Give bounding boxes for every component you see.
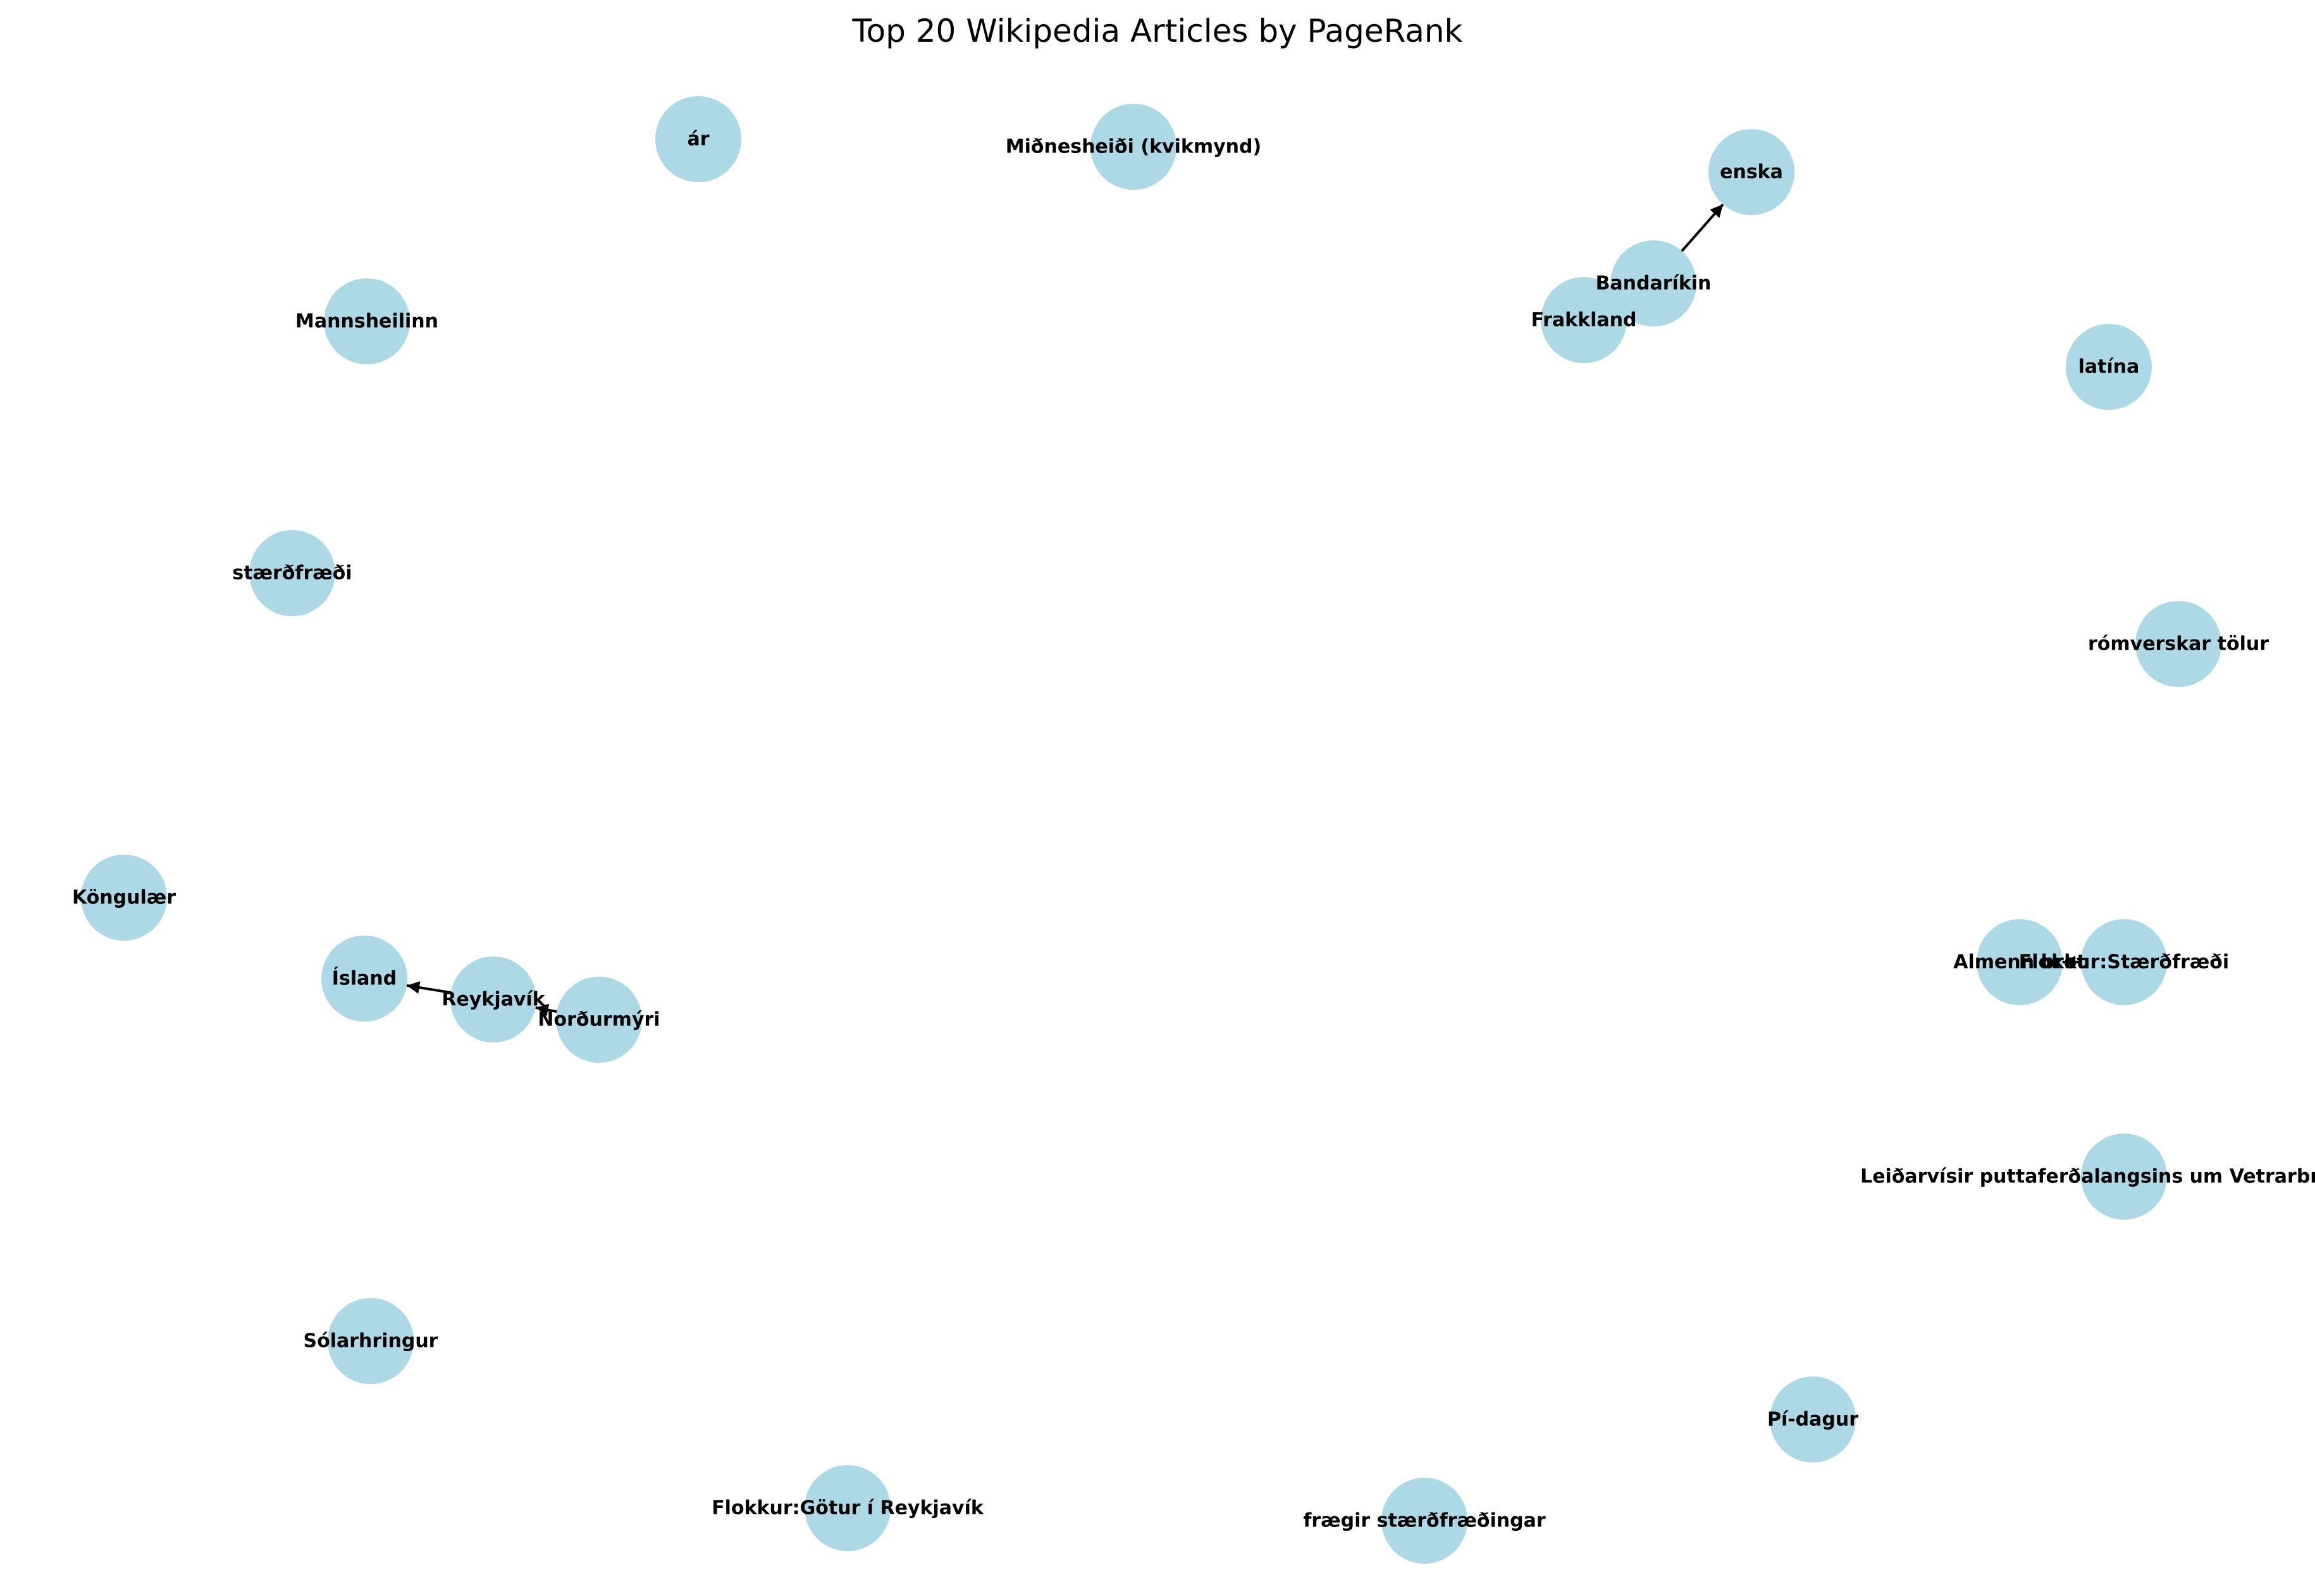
node-label-reykjavik: Reykjavík	[441, 989, 545, 1011]
node-label-midnesheidi: Miðnesheiði (kvikmynd)	[1006, 136, 1261, 158]
node-label-kongulaer: Köngulær	[72, 887, 176, 909]
node-frakkland	[1541, 277, 1627, 363]
node-almenn-brot	[1977, 919, 2063, 1005]
node-label-mannsheilinn: Mannsheilinn	[295, 311, 438, 333]
node-leidarvisir	[2081, 1134, 2167, 1220]
node-romverskar	[2135, 601, 2221, 687]
node-label-bandarikin: Bandaríkin	[1596, 273, 1712, 295]
node-mannsheilinn	[324, 278, 410, 364]
nodes-layer	[81, 96, 2221, 1564]
node-enska	[1708, 129, 1794, 215]
node-kongulaer	[81, 855, 167, 941]
node-label-latina: latína	[2078, 356, 2140, 378]
node-label-flokkur-gotur: Flokkur:Götur í Reykjavík	[712, 1497, 984, 1519]
node-bandarikin	[1610, 240, 1696, 326]
edges-layer	[406, 203, 2081, 1017]
node-label-leidarvisir: Leiðarvísir puttaferðalangsins um Vetrar…	[1860, 1166, 2315, 1188]
node-label-frakkland: Frakkland	[1531, 309, 1637, 331]
edge-bandarikin-to-enska	[1681, 203, 1724, 252]
node-fraegir	[1381, 1478, 1467, 1564]
node-label-romverskar: rómverskar tölur	[2088, 633, 2269, 655]
node-island	[321, 936, 407, 1022]
labels-layer: ár Miðnesheiði (kvikmynd) enska Bandaríkin F…	[72, 128, 2315, 1532]
node-nordurmyri	[556, 977, 642, 1063]
node-label-almenn-brot: Almenn brot	[1953, 951, 2086, 974]
node-reykjavik	[450, 956, 536, 1042]
node-solarhringur	[328, 1298, 414, 1384]
node-label-staerdfraedi: stærðfræði	[232, 562, 352, 585]
node-label-pi-dagur: Pí-dagur	[1767, 1409, 1858, 1431]
edge-reykjavik-to-island	[406, 981, 452, 994]
node-label-flokkur-staerdfraedi: Flokkur:Stærðfræði	[2019, 951, 2229, 974]
node-flokkur-gotur	[805, 1465, 891, 1551]
node-flokkur-staerdfraedi	[2081, 919, 2167, 1005]
node-pi-dagur	[1770, 1376, 1856, 1463]
node-label-solarhringur: Sólarhringur	[304, 1330, 438, 1352]
edge-nordurmyri-to-reykjavik	[535, 1003, 557, 1017]
node-staerdfraedi	[249, 530, 335, 616]
node-label-nordurmyri: Norðurmýri	[538, 1009, 660, 1031]
node-label-fraegir: frægir stærðfræðingar	[1303, 1510, 1546, 1532]
node-latina	[2066, 324, 2152, 410]
node-ar	[655, 96, 741, 182]
node-midnesheidi	[1090, 104, 1176, 190]
node-label-ar: ár	[687, 128, 709, 151]
diagram-title: Top 20 Wikipedia Articles by PageRank	[852, 13, 1463, 49]
node-label-island: Ísland	[332, 967, 397, 990]
node-label-enska: enska	[1720, 161, 1783, 183]
